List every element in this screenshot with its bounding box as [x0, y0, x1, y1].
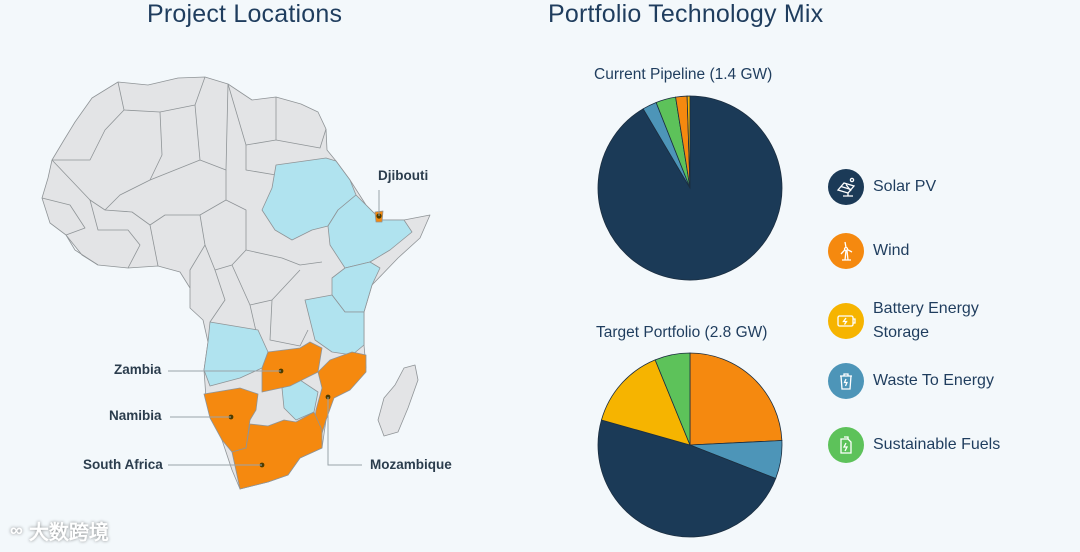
- watermark-logo-icon: ∞: [10, 520, 23, 540]
- watermark: ∞ 大数跨境: [10, 516, 109, 545]
- wind-turbine-icon: [828, 233, 864, 269]
- label-zambia: Zambia: [114, 362, 162, 377]
- map-south-africa: [231, 411, 323, 490]
- legend-label: Solar PV: [873, 178, 937, 195]
- pie-slice-battery: [600, 359, 691, 446]
- fuel-can-icon: [828, 427, 864, 463]
- map-mozambique: [311, 351, 367, 441]
- pie-current-title: Current Pipeline (1.4 GW): [594, 66, 773, 83]
- pie-target-title: Target Portfolio (2.8 GW): [596, 324, 768, 341]
- legend-label: Battery Energy Storage: [873, 300, 979, 341]
- map-section-title: Project Locations: [147, 0, 343, 28]
- pie-slice-battery: [686, 95, 691, 189]
- watermark-text: 大数跨境: [28, 522, 109, 544]
- legend-item-battery: Battery Energy Storage: [828, 297, 1013, 345]
- madagascar: [377, 364, 419, 437]
- label-mozambique: Mozambique: [370, 457, 452, 472]
- label-namibia: Namibia: [109, 408, 162, 423]
- legend-item-fuels: Sustainable Fuels: [828, 427, 1013, 463]
- pie-slice-fuels: [654, 352, 691, 446]
- map-borders: [41, 76, 327, 347]
- map-zambia: [261, 341, 323, 393]
- highlighted-countries: [203, 157, 413, 421]
- legend-item-wind: Wind: [828, 233, 1013, 269]
- legend-item-solar: Solar PV: [828, 169, 1013, 205]
- battery-icon: [828, 303, 864, 339]
- pie-slice-solar: [597, 419, 777, 538]
- project-countries: [203, 210, 384, 490]
- legend-label: Sustainable Fuels: [873, 436, 1001, 453]
- legend-item-waste: Waste To Energy: [828, 363, 1013, 399]
- legend-label: Wind: [873, 242, 910, 259]
- legend-label: Waste To Energy: [873, 372, 994, 389]
- label-djibouti: Djibouti: [378, 168, 429, 183]
- pie-slice-wind: [689, 352, 783, 446]
- label-south-africa: South Africa: [83, 457, 163, 472]
- pie-current: [597, 95, 783, 281]
- pie-slice-solar: [597, 95, 783, 281]
- leader-lines: [168, 190, 380, 466]
- solar-panel-icon: [828, 169, 864, 205]
- waste-bin-icon: [828, 363, 864, 399]
- mix-section-title: Portfolio Technology Mix: [548, 0, 824, 28]
- pie-target: [597, 352, 783, 538]
